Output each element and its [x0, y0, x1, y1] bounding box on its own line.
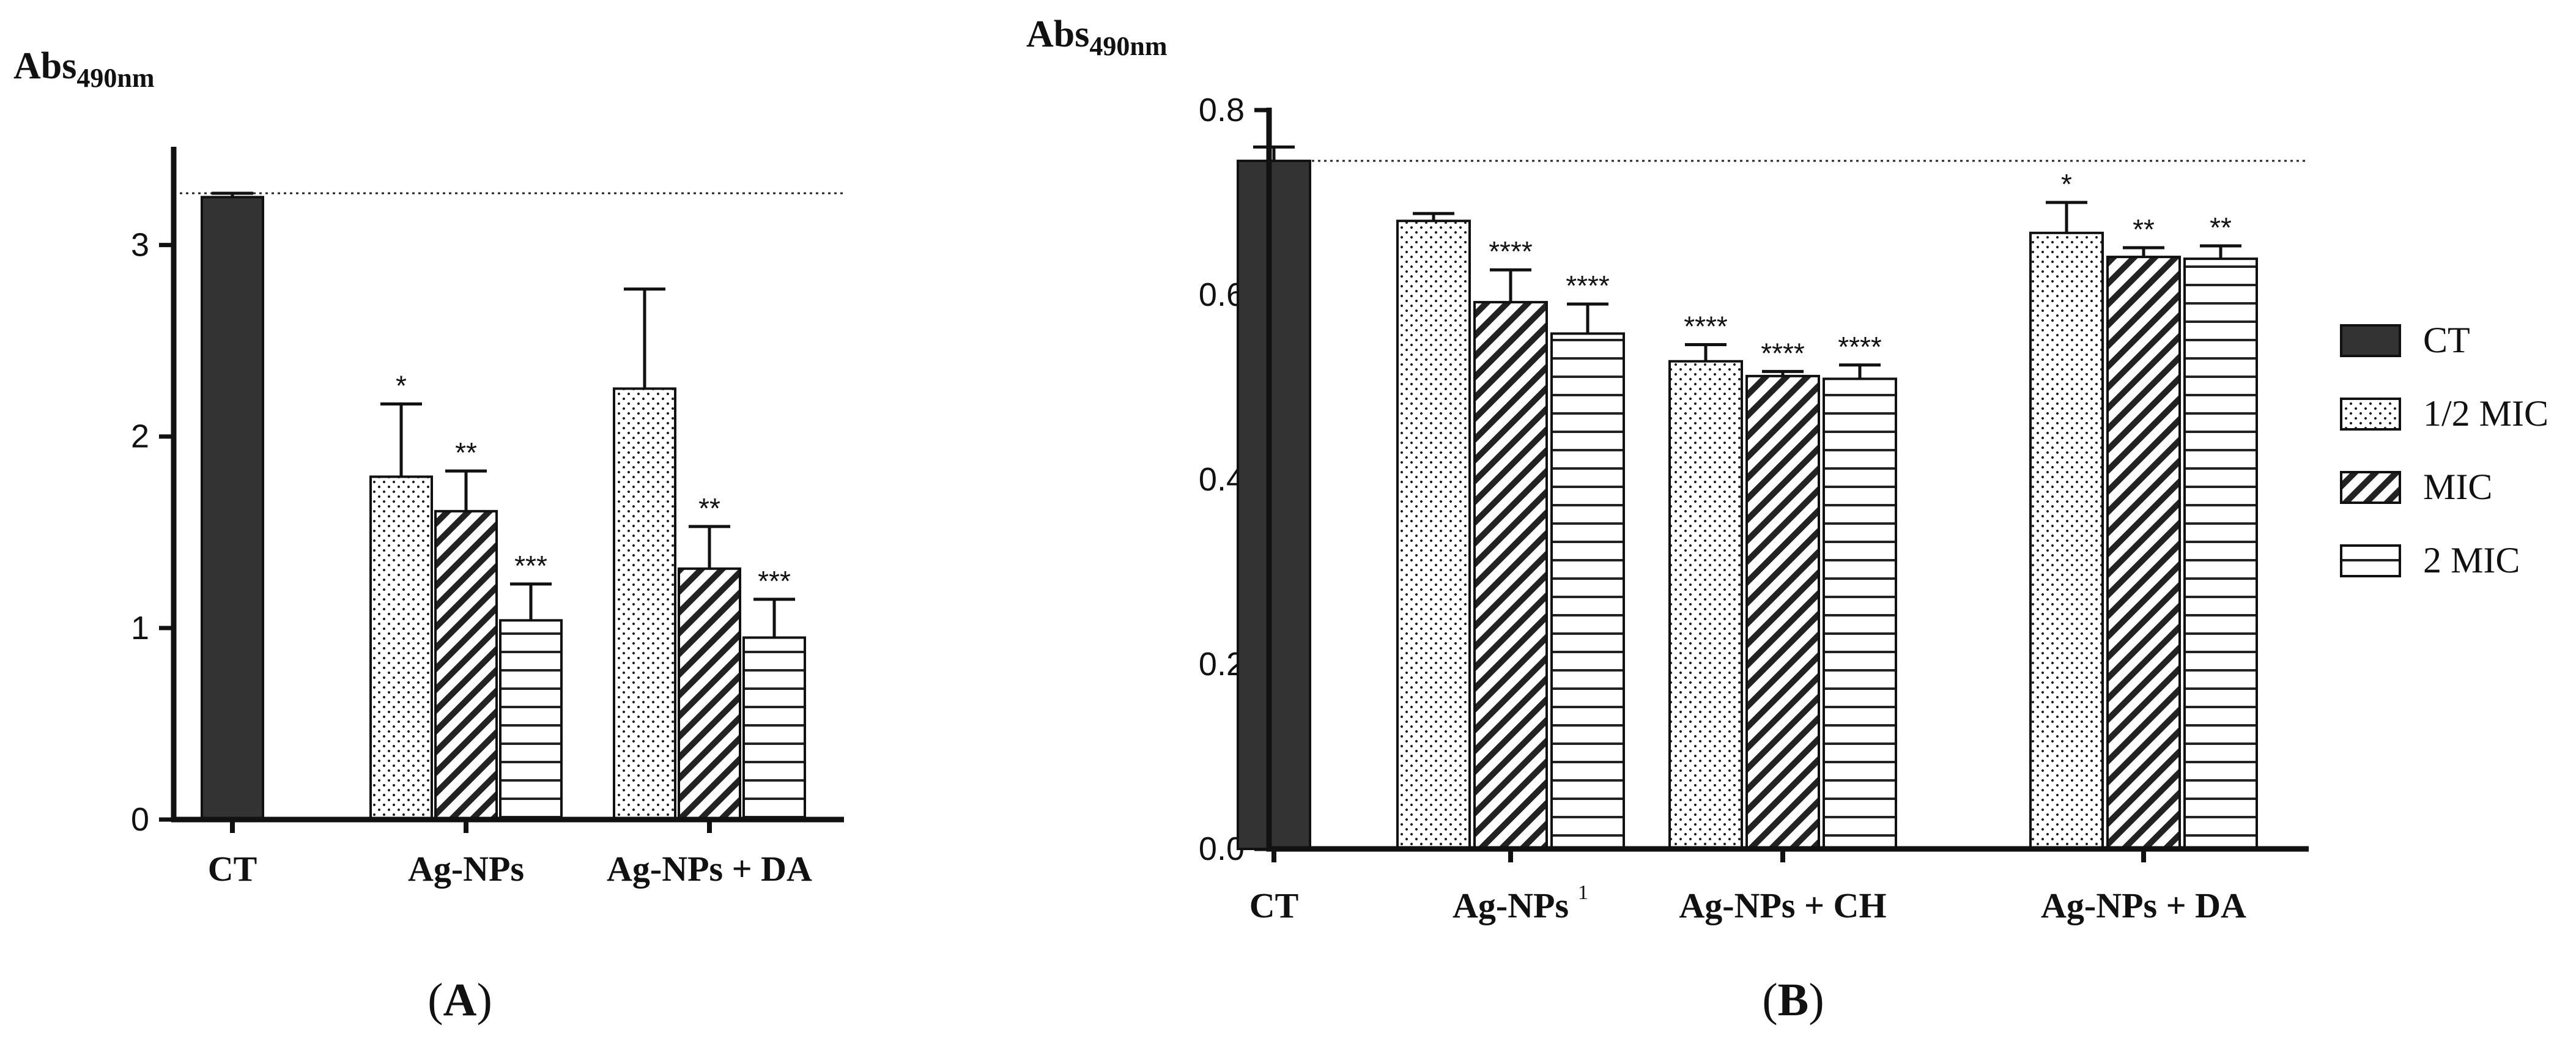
x-tick-label: Ag-NPs + DA — [607, 849, 812, 889]
x-tick-label-note: 1 — [1578, 881, 1588, 904]
significance-label: **** — [1761, 337, 1805, 369]
bar — [2029, 231, 2104, 850]
legend-swatch-mic — [2340, 471, 2401, 504]
y-axis-title: Abs490nm — [13, 45, 155, 93]
significance-label: ** — [698, 492, 720, 524]
x-tick-label: CT — [1249, 886, 1299, 925]
legend-label-ct: CT — [2423, 320, 2470, 360]
significance-label: ** — [2210, 212, 2232, 243]
x-tick-label: Ag-NPs + CH — [1679, 886, 1886, 925]
y-axis-title-main: Abs — [1026, 13, 1089, 55]
bar — [369, 475, 433, 821]
panel-label-close: ) — [1808, 974, 1824, 1026]
bar — [1396, 220, 1471, 851]
significance-label: **** — [1489, 235, 1533, 267]
significance-label: **** — [1566, 270, 1610, 302]
x-tick-label: Ag-NPs — [1453, 886, 1569, 925]
significance-label: **** — [1684, 311, 1728, 342]
y-axis-title-subscript: 490nm — [76, 63, 154, 93]
bar — [434, 509, 498, 821]
bar — [499, 619, 563, 821]
bar — [1668, 360, 1743, 850]
x-tick-label: Ag-NPs + DA — [2041, 886, 2246, 925]
bar — [742, 636, 806, 821]
panel-label: (B) — [1762, 974, 1824, 1026]
panel-label-open: ( — [427, 974, 443, 1026]
y-tick-label: 2 — [131, 418, 149, 455]
panel-label-letter: A — [443, 974, 477, 1026]
panel-label-letter: B — [1778, 974, 1809, 1026]
significance-label: * — [2061, 168, 2072, 200]
legend: CT 1/2 MIC MIC 2 MIC — [2340, 320, 2548, 580]
bar — [2183, 257, 2258, 850]
panel-label-open: ( — [1762, 974, 1777, 1026]
bar — [201, 196, 264, 821]
significance-label: **** — [1838, 331, 1882, 363]
bar — [1473, 301, 1548, 850]
significance-label: ** — [455, 437, 477, 468]
y-tick-label: 3 — [131, 227, 149, 264]
legend-swatch-ct — [2340, 324, 2401, 357]
legend-label-two: 2 MIC — [2423, 540, 2520, 580]
significance-label: *** — [514, 550, 547, 582]
legend-label-mic: MIC — [2423, 467, 2492, 507]
y-axis-title: Abs490nm — [1026, 13, 1168, 61]
bar — [1550, 332, 1625, 850]
panel-label-close: ) — [476, 974, 492, 1026]
y-axis-title-main: Abs — [13, 45, 76, 87]
y-tick-label: 0 — [131, 801, 149, 838]
legend-label-half: 1/2 MIC — [2423, 393, 2548, 434]
significance-label: *** — [758, 565, 791, 597]
y-tick-label: 0.8 — [1199, 92, 1245, 128]
bar — [2106, 256, 2181, 850]
bar — [1237, 160, 1311, 850]
bar — [1823, 377, 1897, 850]
panel-label: (A) — [427, 974, 492, 1026]
bar — [613, 387, 676, 821]
x-tick-label: CT — [208, 849, 257, 889]
y-tick-label: 1 — [131, 610, 149, 646]
bar — [1745, 374, 1820, 850]
significance-label: ** — [2133, 213, 2155, 245]
y-axis-title-subscript: 490nm — [1089, 31, 1167, 61]
significance-label: * — [396, 369, 407, 401]
x-tick-label: Ag-NPs — [408, 849, 524, 889]
bar — [678, 567, 741, 821]
legend-swatch-half — [2340, 398, 2401, 431]
legend-swatch-two — [2340, 544, 2401, 577]
